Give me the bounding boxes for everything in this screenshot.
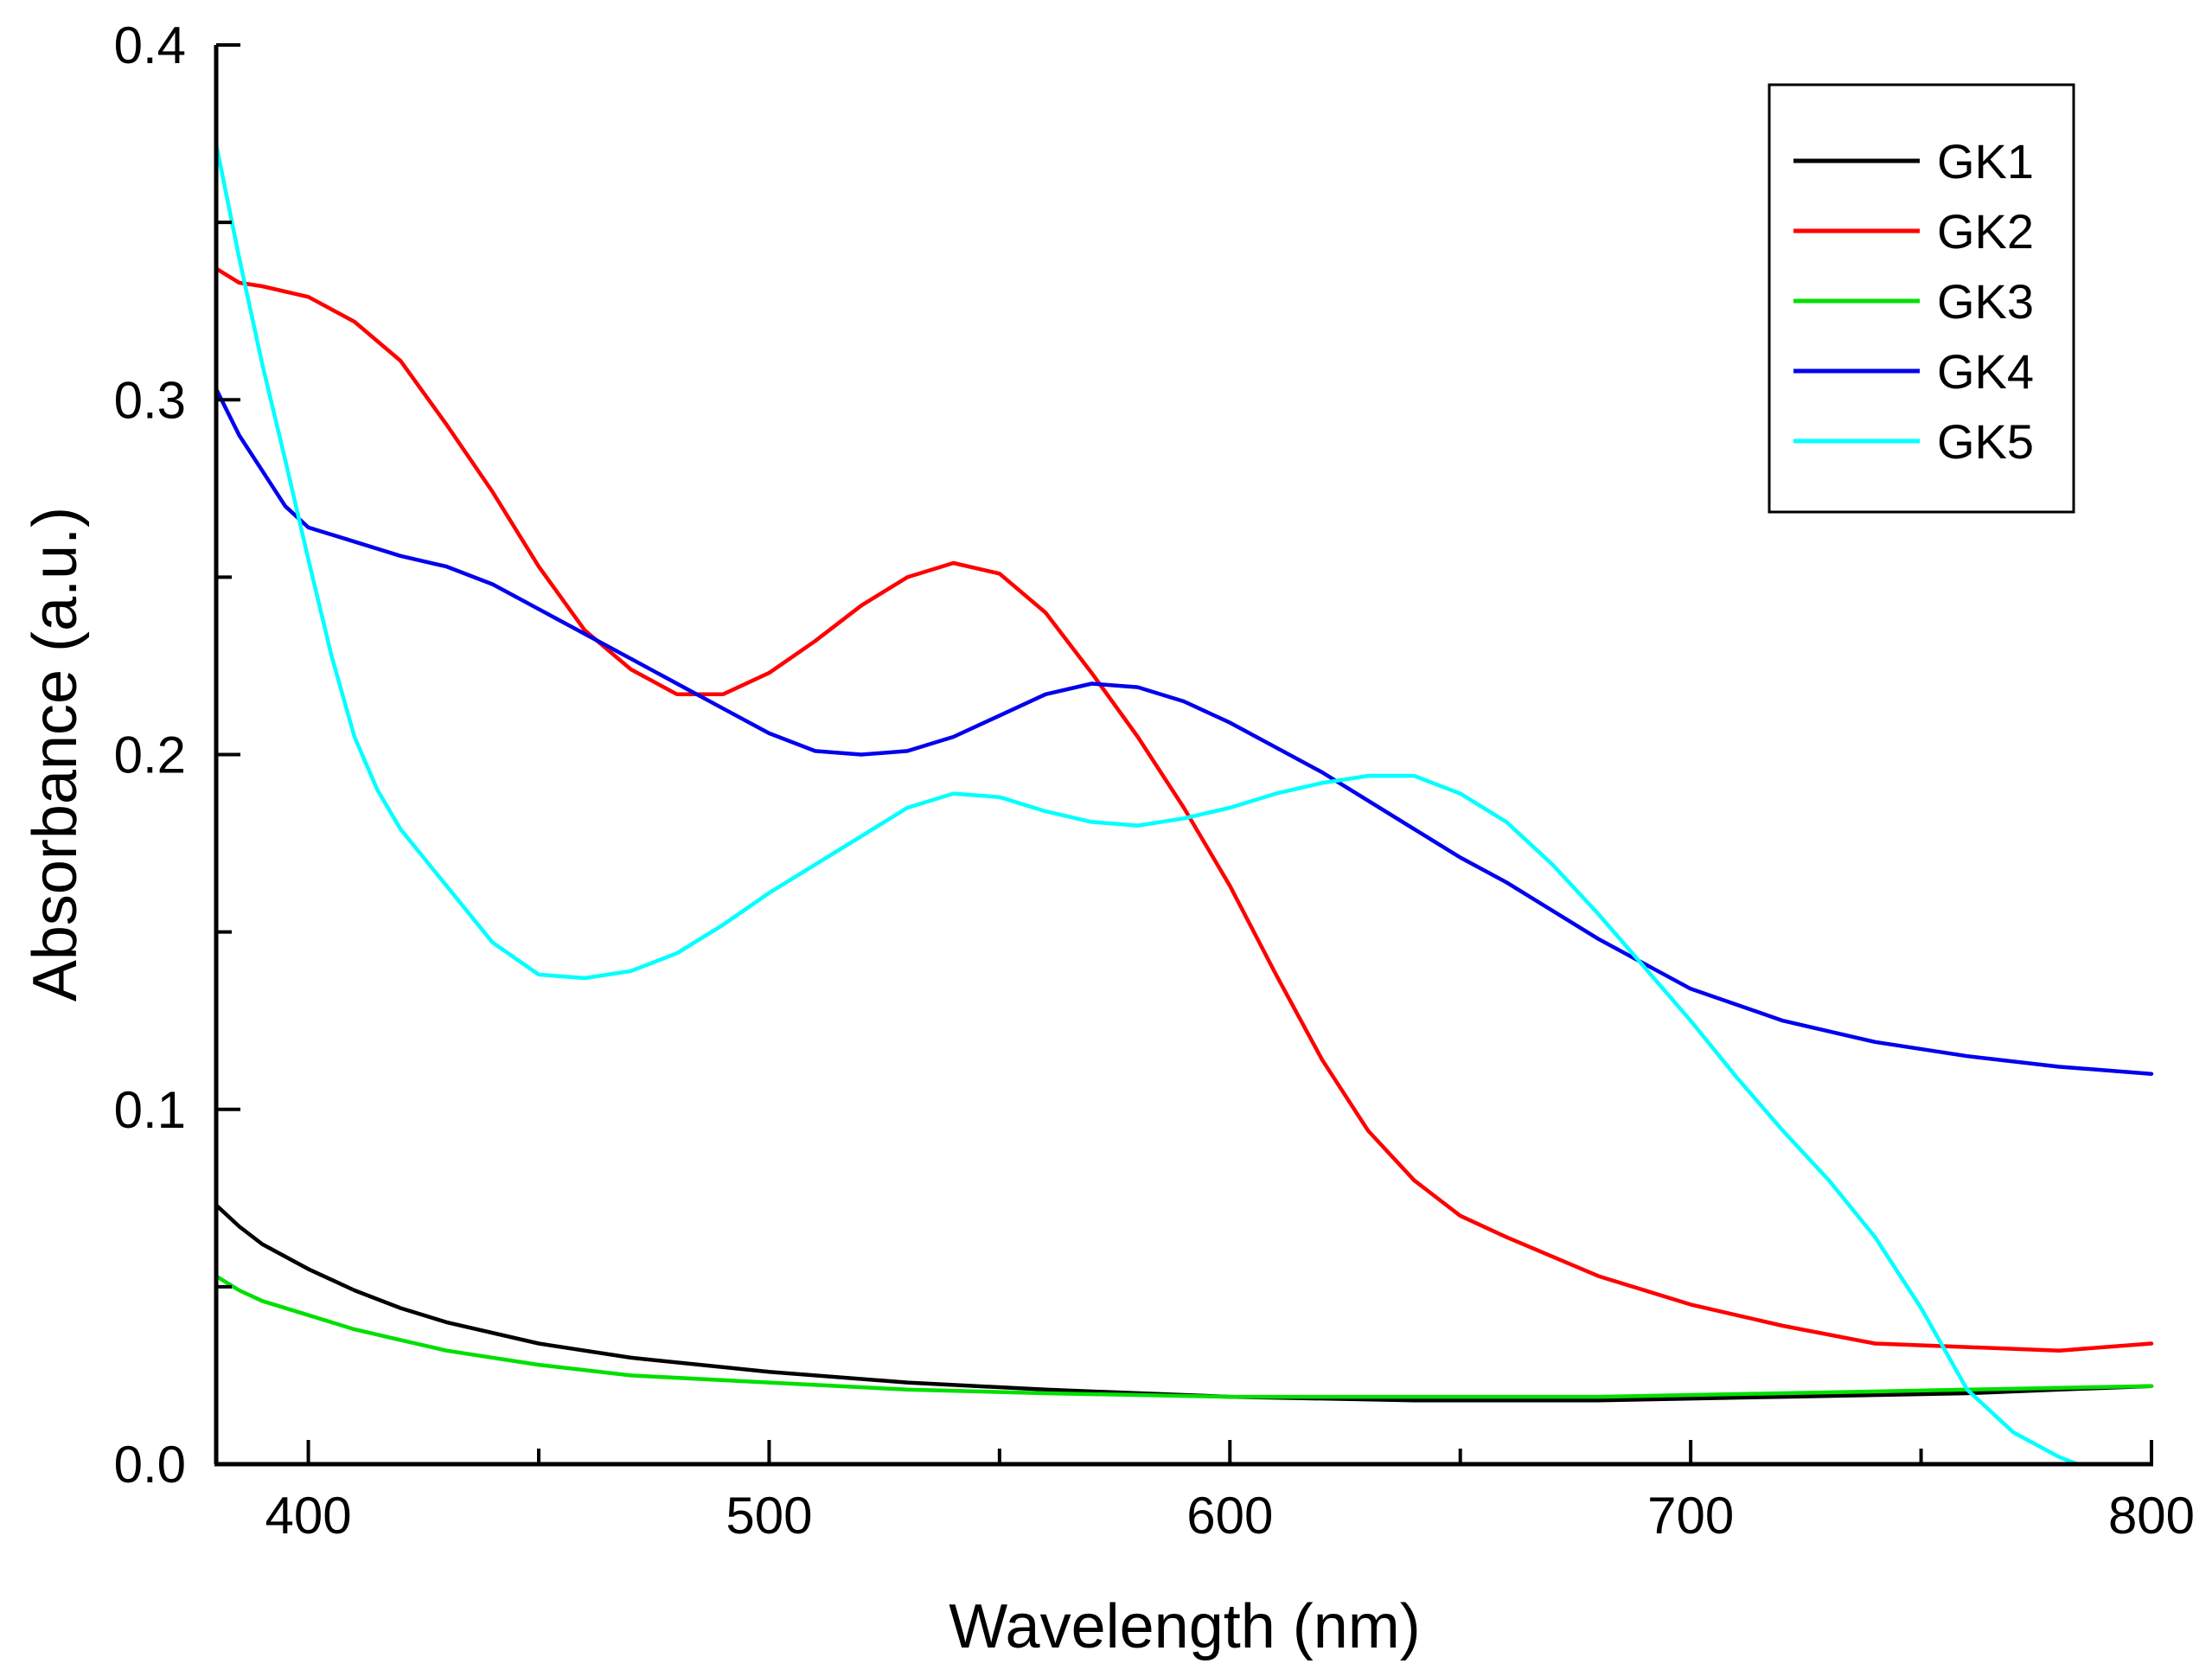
x-tick-label: 400	[265, 1487, 352, 1545]
legend-label-gk3: GK3	[1937, 274, 2034, 329]
y-ticks: 0.0 0.1 0.2 0.3 0.4	[114, 16, 240, 1494]
y-tick-label: 0.4	[114, 16, 186, 74]
series-line-gk1	[214, 1203, 2154, 1403]
y-tick-label: 0.3	[114, 371, 186, 429]
legend-label-gk1: GK1	[1937, 134, 2034, 189]
y-axis-title: Absorbance (a.u.)	[21, 507, 90, 1001]
legend-label-gk4: GK4	[1937, 344, 2034, 399]
legend-label-gk5: GK5	[1937, 414, 2034, 469]
y-tick-label: 0.2	[114, 726, 186, 784]
legend: GK1 GK2 GK3 GK4 GK5	[1768, 83, 2075, 514]
x-axis-title: Wavelength (nm)	[949, 1592, 1421, 1661]
x-tick-label: 600	[1186, 1487, 1273, 1545]
y-tick-label: 0.1	[114, 1081, 186, 1139]
series-line-gk2	[214, 266, 2154, 1353]
legend-items: GK1 GK2 GK3 GK4 GK5	[1793, 134, 2034, 469]
series-line-gk5	[214, 142, 2080, 1467]
x-ticks: 400 500 600 700 800	[265, 1440, 2195, 1545]
x-tick-label: 700	[1647, 1487, 1734, 1545]
y-tick-label: 0.0	[114, 1436, 186, 1494]
legend-label-gk2: GK2	[1937, 204, 2034, 259]
x-tick-label: 500	[726, 1487, 812, 1545]
x-tick-label: 800	[2108, 1487, 2195, 1545]
series-line-gk3	[214, 1274, 2154, 1399]
series-layer	[214, 142, 2154, 1467]
series-line-gk4	[214, 387, 2154, 1076]
